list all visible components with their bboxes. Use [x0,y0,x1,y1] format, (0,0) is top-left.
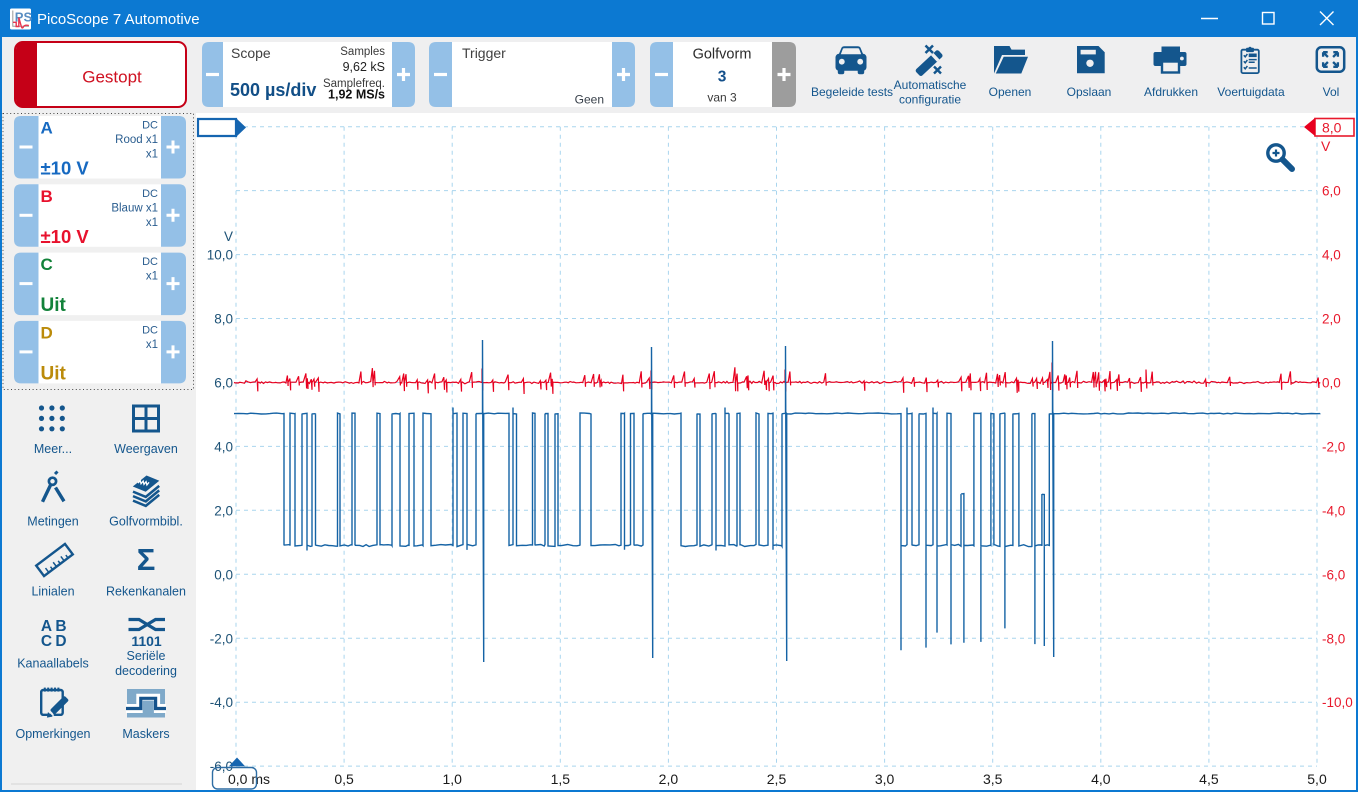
svg-text:Uit: Uit [41,363,67,384]
svg-text:4,0: 4,0 [214,439,233,454]
svg-text:x1: x1 [146,271,158,283]
svg-text:Rood x1: Rood x1 [115,134,158,146]
svg-text:PS: PS [15,9,33,24]
svg-text:Gestopt: Gestopt [82,68,142,87]
svg-text:configuratie: configuratie [899,93,961,107]
svg-text:A: A [41,119,53,138]
svg-text:Uit: Uit [41,295,67,316]
svg-text:Vol: Vol [1323,85,1340,99]
svg-text:Weergaven: Weergaven [114,442,178,456]
svg-text:±10 V: ±10 V [41,158,90,179]
svg-text:8,0: 8,0 [214,312,233,327]
svg-text:x1: x1 [146,217,158,229]
svg-text:2,0: 2,0 [1322,312,1341,327]
svg-text:D: D [41,323,53,342]
svg-text:Rekenkanalen: Rekenkanalen [106,585,186,599]
svg-text:-4,0: -4,0 [210,695,233,710]
svg-text:PicoScope 7 Automotive: PicoScope 7 Automotive [37,11,200,28]
svg-text:Maskers: Maskers [122,727,169,741]
svg-text:-6,0: -6,0 [210,759,233,774]
svg-text:0,0: 0,0 [1322,376,1341,391]
svg-text:0,5: 0,5 [334,771,354,787]
svg-text:Golfvormbibl.: Golfvormbibl. [109,515,183,529]
svg-text:Scope: Scope [231,45,271,61]
svg-text:Opmerkingen: Opmerkingen [15,727,90,741]
svg-text:8,0: 8,0 [1322,120,1342,136]
svg-text:4,5: 4,5 [1199,771,1219,787]
svg-text:B: B [55,618,66,635]
svg-text:1,0: 1,0 [442,771,462,787]
svg-text:x1: x1 [146,339,158,351]
svg-text:C: C [41,633,52,650]
svg-text:-4,0: -4,0 [1322,503,1345,518]
svg-text:decodering: decodering [115,664,177,678]
svg-text:2,5: 2,5 [767,771,787,787]
svg-text:-6,0: -6,0 [1322,567,1345,582]
svg-text:±10 V: ±10 V [41,226,90,247]
svg-text:Meer...: Meer... [34,442,72,456]
svg-text:-10,0: -10,0 [1322,695,1353,710]
svg-text:Geen: Geen [575,93,604,107]
svg-text:2,0: 2,0 [214,503,233,518]
svg-text:2,0: 2,0 [659,771,679,787]
svg-text:1,5: 1,5 [551,771,571,787]
svg-text:DC: DC [142,324,158,336]
svg-text:Linialen: Linialen [31,585,74,599]
svg-text:9,62 kS: 9,62 kS [343,60,385,74]
svg-text:3,5: 3,5 [983,771,1003,787]
svg-text:6,0: 6,0 [214,376,233,391]
svg-text:4,0: 4,0 [1091,771,1111,787]
svg-text:Begeleide tests: Begeleide tests [811,85,893,99]
svg-text:DC: DC [142,188,158,200]
svg-text:-8,0: -8,0 [1322,631,1345,646]
svg-text:-2,0: -2,0 [210,631,233,646]
svg-text:3: 3 [718,69,727,86]
svg-text:Voertuigdata: Voertuigdata [1217,85,1285,99]
svg-text:DC: DC [142,256,158,268]
svg-text:V: V [224,229,233,244]
svg-text:Golfvorm: Golfvorm [693,47,752,63]
svg-text:Metingen: Metingen [27,515,78,529]
svg-text:10,0: 10,0 [207,248,233,263]
svg-text:Kanaallabels: Kanaallabels [17,657,89,671]
svg-text:C: C [41,255,53,274]
svg-text:V: V [1321,138,1331,154]
svg-text:Afdrukken: Afdrukken [1144,85,1198,99]
svg-text:Opslaan: Opslaan [1067,85,1112,99]
svg-text:0,0: 0,0 [214,567,233,582]
svg-text:500 µs/div: 500 µs/div [230,80,316,100]
svg-text:Σ: Σ [137,542,156,577]
svg-text:B: B [41,187,53,206]
svg-text:A: A [41,618,52,635]
svg-text:1101: 1101 [131,633,162,649]
svg-text:3,0: 3,0 [875,771,895,787]
svg-text:Samplefreq.: Samplefreq. [323,78,385,90]
svg-text:1,92 MS/s: 1,92 MS/s [328,88,385,102]
svg-text:DC: DC [142,120,158,132]
svg-text:Blauw x1: Blauw x1 [111,202,158,214]
svg-text:0,0 ms: 0,0 ms [228,771,270,787]
svg-text:-2,0: -2,0 [1322,439,1345,454]
svg-text:x1: x1 [146,149,158,161]
svg-text:6,0: 6,0 [1322,184,1341,199]
svg-text:4,0: 4,0 [1322,248,1341,263]
svg-text:Seriële: Seriële [127,649,166,663]
svg-text:van 3: van 3 [707,91,737,105]
svg-text:D: D [55,633,66,650]
svg-text:5,0: 5,0 [1307,771,1327,787]
svg-text:Trigger: Trigger [462,45,506,61]
svg-text:Samples: Samples [340,46,385,58]
svg-text:Automatische: Automatische [894,78,967,92]
svg-text:Openen: Openen [989,85,1032,99]
